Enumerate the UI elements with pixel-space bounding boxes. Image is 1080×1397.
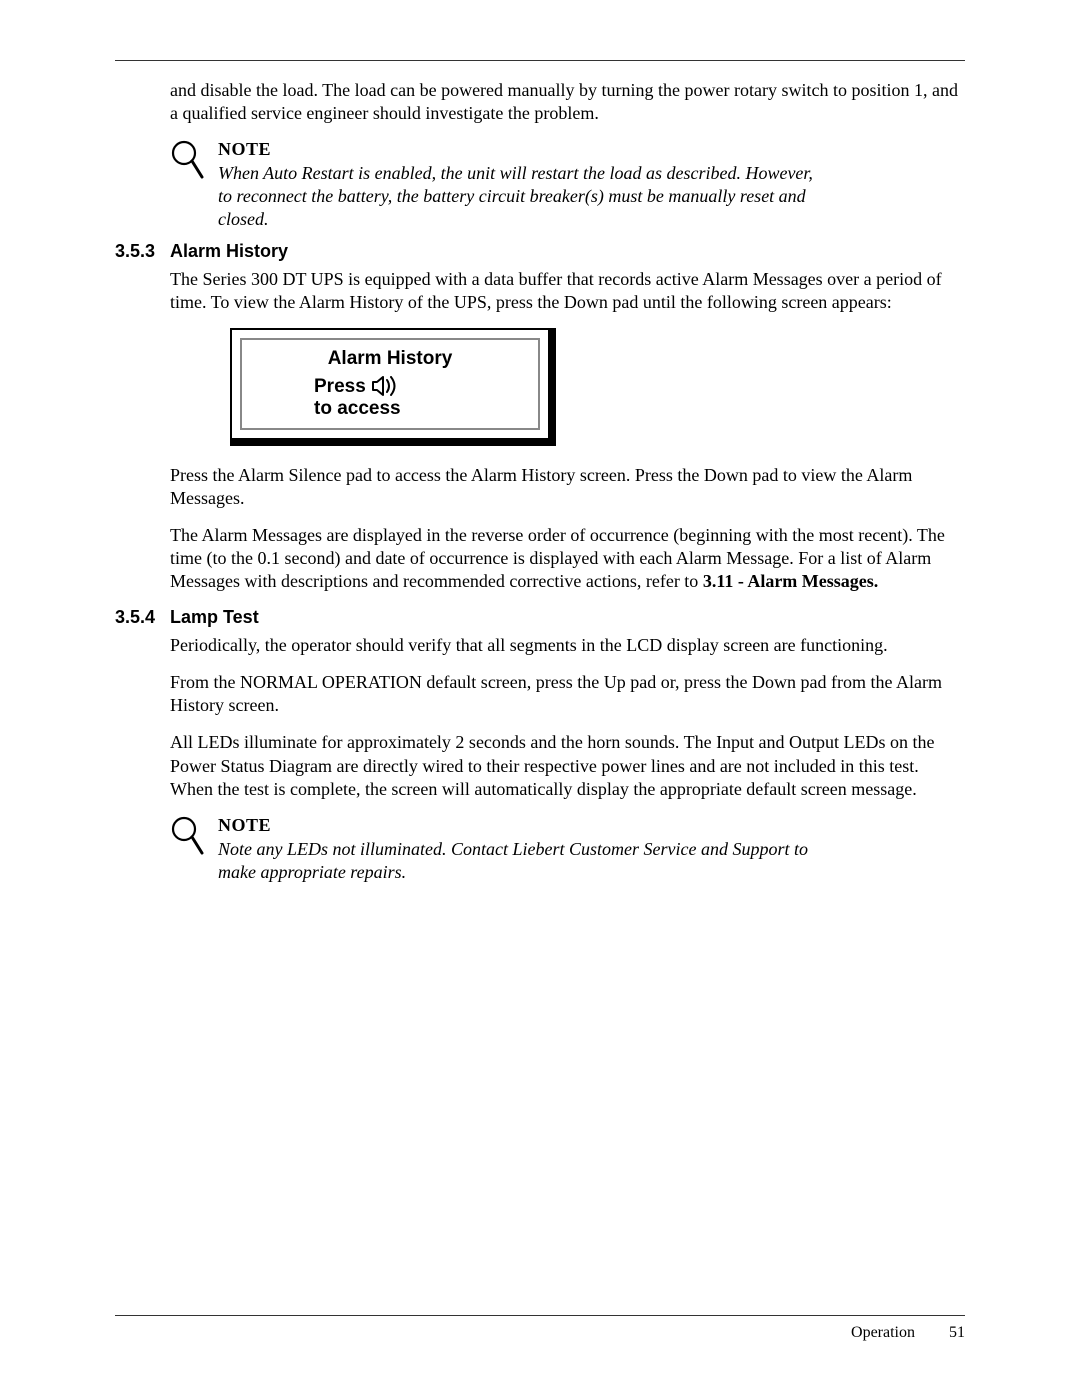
note-block-2: NOTE Note any LEDs not illuminated. Cont… [170,815,965,884]
sec353-p2: Press the Alarm Silence pad to access th… [170,464,965,510]
heading-3-5-4: 3.5.4 Lamp Test [115,607,965,628]
sec353-p1: The Series 300 DT UPS is equipped with a… [170,268,965,314]
note-body: When Auto Restart is enabled, the unit w… [218,162,818,231]
lcd-inner: Alarm History Press to access [240,338,540,430]
heading-num: 3.5.4 [115,607,170,628]
sec354-p1: Periodically, the operator should verify… [170,634,965,657]
magnifier-icon [170,139,218,186]
lcd-line1: Alarm History [254,348,526,370]
note-label: NOTE [218,139,965,160]
sec353-body: The Series 300 DT UPS is equipped with a… [170,268,965,314]
sec354-p2: From the NORMAL OPERATION default screen… [170,671,965,717]
lcd-line2: Press [254,376,526,398]
lcd-figure: Alarm History Press to access [230,328,965,446]
note-body: Note any LEDs not illuminated. Contact L… [218,838,818,884]
top-rule [115,60,965,61]
lcd-line3: to access [254,398,526,420]
sec353-p3-bold: 3.11 - Alarm Messages. [703,571,878,591]
footer-page: 51 [949,1324,965,1341]
speaker-icon [371,376,399,397]
note-text-2: NOTE Note any LEDs not illuminated. Cont… [218,815,965,884]
heading-3-5-3: 3.5.3 Alarm History [115,241,965,262]
note-text-1: NOTE When Auto Restart is enabled, the u… [218,139,965,231]
note-block-1: NOTE When Auto Restart is enabled, the u… [170,139,965,231]
footer: Operation 51 [115,1315,965,1342]
intro-block: and disable the load. The load can be po… [170,79,965,125]
footer-text: Operation 51 [115,1324,965,1342]
heading-title: Alarm History [170,241,288,262]
heading-num: 3.5.3 [115,241,170,262]
footer-section: Operation [851,1324,915,1341]
note-label: NOTE [218,815,965,836]
sec354-body: Periodically, the operator should verify… [170,634,965,800]
lcd-outer: Alarm History Press to access [230,328,550,440]
magnifier-icon [170,815,218,862]
heading-title: Lamp Test [170,607,259,628]
sec354-p3: All LEDs illuminate for approximately 2 … [170,731,965,800]
intro-paragraph: and disable the load. The load can be po… [170,79,965,125]
lcd-shadow: Alarm History Press to access [230,328,556,446]
sec353-p3: The Alarm Messages are displayed in the … [170,524,965,593]
page: and disable the load. The load can be po… [0,0,1080,1397]
lcd-line2-prefix: Press [314,376,371,397]
sec353-body2: Press the Alarm Silence pad to access th… [170,464,965,593]
footer-rule [115,1315,965,1316]
